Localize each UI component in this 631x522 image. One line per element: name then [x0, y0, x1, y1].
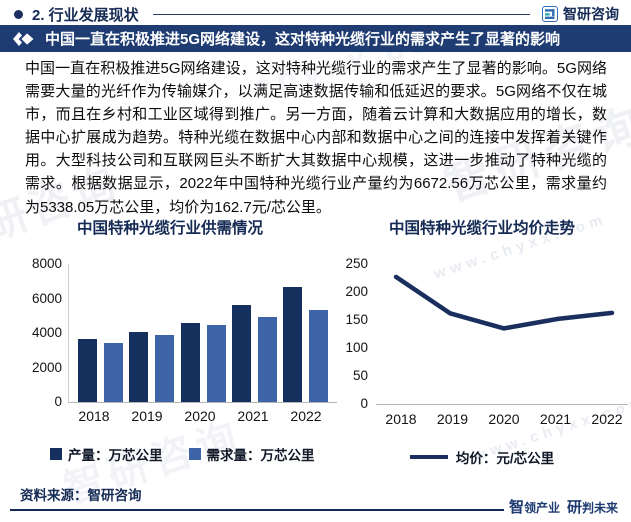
- bar-2020-series0: [180, 323, 200, 402]
- line-chart-area: 0 50 100 150 200 250 2018 2019 2020 2021 2022: [338, 256, 628, 427]
- line-y-tick: 0: [360, 396, 368, 411]
- line-x-tick: 2018: [385, 411, 417, 427]
- headline-banner: 中国一直在积极推进5G网络建设，这对特种光缆行业的需求产生了显著的影响: [0, 25, 631, 52]
- header-bar: 2. 行业发展现状 智研咨询: [14, 4, 619, 24]
- bar-x-tick: 2019: [131, 408, 163, 424]
- line-y-tick: 100: [345, 340, 368, 355]
- bar-2019-series0: [129, 332, 149, 402]
- legend-price-label: 均价：元/芯公里: [455, 451, 555, 466]
- bullet-dot-icon: [14, 9, 23, 19]
- brand-name: 智研咨询: [563, 6, 619, 22]
- bar-2020-series1: [206, 325, 226, 402]
- bar-chart-yaxis: 0 2000 4000 6000 8000: [18, 256, 62, 409]
- brand-slogan: 智领产业 研判未来: [509, 496, 618, 517]
- line-chart-xaxis: 2018 2019 2020 2021 2022: [378, 411, 630, 427]
- bar-y-tick: 6000: [31, 290, 62, 306]
- legend-item-demand: 需求量：万芯公里: [188, 444, 315, 464]
- bar-group-2022: [283, 287, 328, 402]
- bar-y-tick: 0: [54, 394, 62, 409]
- bar-2021-series1: [257, 317, 277, 402]
- bar-x-tick: 2018: [78, 408, 110, 424]
- bar-2019-series1: [155, 335, 175, 402]
- bar-y-tick: 4000: [31, 325, 62, 340]
- line-y-tick: 150: [345, 312, 368, 327]
- header-divider: [152, 13, 530, 15]
- bar-group-2019: [129, 332, 175, 402]
- bar-y-tick: 8000: [31, 256, 62, 271]
- bar-chart-area: 0 2000 4000 6000 8000 2018 2019 2020 2021 2022: [18, 256, 337, 424]
- bar-x-tick: 2022: [290, 408, 322, 424]
- body-paragraph: 中国一直在积极推进5G网络建设，这对特种光缆行业的需求产生了显著的影响。5G网络…: [25, 60, 607, 216]
- data-source: 资料来源：智研咨询: [20, 488, 142, 503]
- bar-2022-series0: [283, 287, 302, 402]
- bar-x-tick: 2021: [237, 408, 269, 424]
- line-x-tick: 2021: [539, 411, 572, 427]
- brand: 智研咨询: [542, 4, 619, 24]
- bar-group-2018: [78, 339, 123, 402]
- headline-text: 中国一直在积极推进5G网络建设，这对特种光缆行业的需求产生了显著的影响: [45, 31, 561, 48]
- slogan-part: 领产业: [523, 501, 560, 515]
- line-chart-plot: [376, 264, 628, 405]
- line-y-tick: 250: [345, 256, 368, 271]
- avg-price-chart: 中国特种光缆行业均价走势 0 50 100 150 200 250 2018 2019 202…: [338, 216, 628, 467]
- slogan-part: 智: [508, 499, 524, 516]
- bar-x-tick: 2020: [184, 408, 216, 424]
- bar-chart-plot: [68, 264, 337, 403]
- bar-2022-series1: [309, 310, 328, 402]
- legend-production-swatch: [50, 448, 62, 460]
- bar-chart-xaxis: 2018 2019 2020 2021 2022: [68, 408, 332, 424]
- legend-demand-label: 需求量：万芯公里: [206, 448, 315, 463]
- line-chart-yaxis: 0 50 100 150 200 250: [334, 256, 368, 411]
- bar-2018-series1: [104, 343, 123, 402]
- line-chart-svg: [393, 274, 615, 331]
- bar-group-2020: [180, 323, 226, 402]
- footer-divider: [10, 509, 504, 511]
- line-x-tick: 2019: [436, 411, 469, 427]
- bar-2021-series0: [231, 305, 251, 402]
- supply-demand-chart: 中国特种光缆行业供需情况 0 2000 4000 6000 8000 2018 2019 2…: [18, 216, 337, 464]
- legend-production-label: 产量：万芯公里: [68, 448, 163, 463]
- brand-logo-icon: [542, 6, 558, 22]
- slogan-part: 判未来: [581, 501, 618, 515]
- legend-item-production: 产量：万芯公里: [50, 444, 163, 464]
- line-chart-legend: 均价：元/芯公里: [338, 447, 626, 467]
- line-y-tick: 50: [352, 368, 368, 383]
- bar-2018-series0: [78, 339, 97, 402]
- section-title: 2. 行业发展现状: [32, 6, 139, 24]
- slogan-part: 研: [566, 499, 582, 516]
- line-y-tick: 200: [345, 284, 368, 299]
- legend-demand-swatch: [188, 448, 201, 460]
- line-x-tick: 2020: [488, 411, 520, 427]
- line-x-tick: 2022: [591, 411, 623, 427]
- bar-chart-legend: 产量：万芯公里 需求量：万芯公里: [50, 444, 322, 464]
- bar-chart-title: 中国特种光缆行业供需情况: [76, 220, 263, 237]
- line-chart-title: 中国特种光缆行业均价走势: [388, 220, 575, 237]
- legend-price-swatch: [409, 455, 448, 459]
- bar-y-tick: 2000: [31, 359, 62, 375]
- diamond-icon: [13, 31, 35, 46]
- bar-group-2021: [231, 305, 277, 402]
